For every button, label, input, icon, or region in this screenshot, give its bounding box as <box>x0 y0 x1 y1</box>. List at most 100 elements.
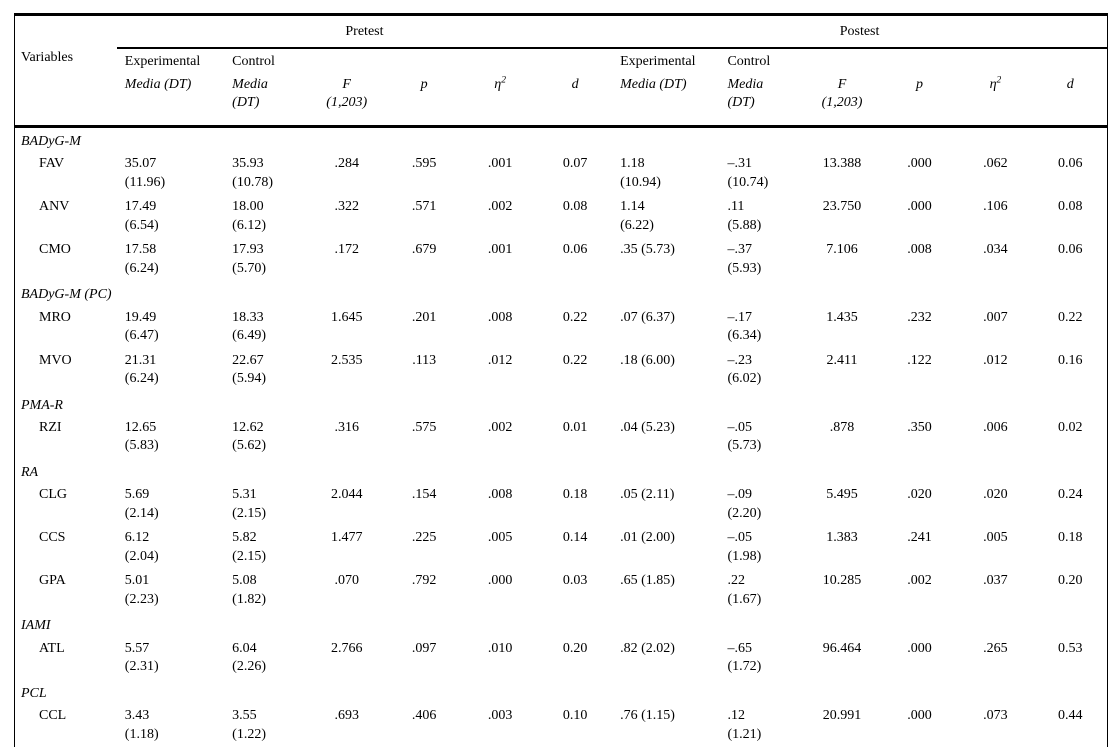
value-cell: .65 (1.85) <box>620 573 675 589</box>
value-cell: .005 <box>487 530 513 546</box>
value-cell: –.23 (6.02) <box>727 352 762 387</box>
value-cell: .571 <box>411 199 437 215</box>
value-cell: –.17 (6.34) <box>727 309 762 344</box>
value-cell: 0.06 <box>1057 242 1083 258</box>
value-cell: .012 <box>983 352 1008 368</box>
value-cell: .003 <box>487 708 513 724</box>
value-cell: .679 <box>411 242 437 258</box>
value-cell: –.05 (5.73) <box>727 419 762 454</box>
eta-exponent: 2 <box>996 75 1002 86</box>
value-cell: 7.106 <box>826 242 858 258</box>
value-cell: .097 <box>411 640 437 656</box>
value-cell: 0.01 <box>562 419 588 435</box>
value-cell: 0.53 <box>1057 640 1083 656</box>
variable-cell: CCL <box>39 708 67 724</box>
table-row: ATL 5.57 (2.31) 6.04 (2.26) 2.766 .097 .010 0.… <box>15 637 1108 680</box>
section-label: BADyG-M <box>21 133 81 149</box>
pretest-f-header: F (1,203) <box>307 73 387 128</box>
eta-symbol: η <box>494 76 502 92</box>
value-cell: .22 (1.67) <box>727 573 762 607</box>
value-cell: .11 (5.88) <box>727 199 762 233</box>
value-cell: 35.93 (10.78) <box>232 156 273 190</box>
value-cell: .82 (2.02) <box>620 640 675 656</box>
value-cell: .07 (6.37) <box>620 309 675 325</box>
column-group-pretest: Pretest <box>116 14 613 50</box>
section-row: BADyG-M (PC) <box>15 281 1108 305</box>
value-cell: 12.65 (5.83) <box>124 419 159 454</box>
table-row: RZI 12.65 (5.83) 12.62 (5.62) .316 .575 .002 0… <box>15 416 1108 459</box>
section-label: PMA-R <box>21 397 63 413</box>
value-cell: 13.388 <box>822 156 862 172</box>
column-group-postest: Postest <box>612 14 1108 50</box>
table-row: MVO 21.31 (6.24) 22.67 (5.94) 2.535 .113 .012… <box>15 349 1108 392</box>
postest-d-header: d <box>1033 73 1108 128</box>
value-cell: .020 <box>907 487 932 503</box>
value-cell: .35 (5.73) <box>620 242 675 258</box>
value-cell: 19.49 (6.47) <box>124 309 159 344</box>
value-cell: 5.495 <box>826 487 858 503</box>
table-row: MRO 19.49 (6.47) 18.33 (6.49) 1.645 .201 .008… <box>15 306 1108 349</box>
value-cell: .201 <box>411 309 437 325</box>
value-cell: .76 (1.15) <box>620 708 675 724</box>
value-cell: 17.93 (5.70) <box>232 242 266 276</box>
table-row: CMO 17.58 (6.24) 17.93 (5.70) .172 .679 .001 0… <box>15 238 1108 281</box>
table-row: ANV 17.49 (6.54) 18.00 (6.12) .322 .571 .002 0… <box>15 195 1108 238</box>
value-cell: 2.411 <box>826 352 858 368</box>
variable-cell: MVO <box>39 352 72 368</box>
value-cell: 0.20 <box>1057 573 1083 589</box>
section-label: RA <box>21 464 39 480</box>
value-cell: 1.477 <box>330 530 363 546</box>
value-cell: .241 <box>907 530 932 546</box>
value-cell: .05 (2.11) <box>620 487 675 503</box>
value-cell: 18.33 (6.49) <box>232 309 266 344</box>
value-cell: .12 (1.21) <box>727 708 762 742</box>
value-cell: 18.00 (6.12) <box>232 199 266 233</box>
value-cell: .693 <box>334 708 359 724</box>
value-cell: 5.31 (2.15) <box>232 487 266 521</box>
value-cell: .070 <box>334 573 359 589</box>
value-cell: .595 <box>411 156 437 172</box>
variable-cell: ATL <box>39 640 65 656</box>
value-cell: –.65 (1.72) <box>727 640 762 675</box>
statistics-table: Variables Pretest Postest Experimental C… <box>14 13 1108 747</box>
value-cell: 0.06 <box>562 242 588 258</box>
value-cell: 0.22 <box>562 352 588 368</box>
value-cell: .073 <box>983 708 1008 724</box>
postest-f-header: F (1,203) <box>802 73 882 128</box>
postest-control-media-header: Media (DT) <box>719 73 803 128</box>
value-cell: 0.22 <box>562 309 588 325</box>
section-row: BADyG-M <box>15 126 1108 152</box>
variable-cell: CCS <box>39 530 66 546</box>
value-cell: 0.20 <box>562 640 588 656</box>
value-cell: 5.57 (2.31) <box>124 640 159 675</box>
measure-header-row: Media (DT) Media (DT) F (1,203) p η2 d M… <box>15 73 1108 128</box>
value-cell: .113 <box>412 352 437 368</box>
value-cell: 5.69 (2.14) <box>124 487 159 521</box>
value-cell: 5.08 (1.82) <box>232 573 266 607</box>
section-label: IAMI <box>21 618 51 634</box>
value-cell: .01 (2.00) <box>620 530 675 546</box>
value-cell: 96.464 <box>822 640 862 656</box>
postest-p-header: p <box>881 73 958 128</box>
postest-header-spacer <box>803 48 1108 73</box>
value-cell: .037 <box>983 573 1008 589</box>
value-cell: 3.55 (1.22) <box>232 708 266 742</box>
value-cell: .000 <box>907 156 932 172</box>
value-cell: .225 <box>411 530 437 546</box>
value-cell: 1.383 <box>826 530 858 546</box>
value-cell: 0.18 <box>562 487 588 503</box>
section-row: PMA-R <box>15 392 1108 416</box>
value-cell: 2.535 <box>330 352 363 368</box>
value-cell: .18 (6.00) <box>620 352 675 368</box>
pretest-experimental-media-header: Media (DT) <box>116 73 225 128</box>
value-cell: .122 <box>907 352 932 368</box>
value-cell: .002 <box>487 419 513 435</box>
postest-experimental-header: Experimental <box>620 54 696 70</box>
value-cell: .878 <box>829 419 855 435</box>
value-cell: 0.22 <box>1057 309 1083 325</box>
group-subheader-row: Experimental Control Experimental Contro… <box>15 48 1108 73</box>
table-row: CCS 6.12 (2.04) 5.82 (2.15) 1.477 .225 .005 0.… <box>15 526 1108 569</box>
value-cell: 5.01 (2.23) <box>124 573 159 607</box>
value-cell: 17.49 (6.54) <box>124 199 159 233</box>
value-cell: 1.18 (10.94) <box>620 156 661 190</box>
